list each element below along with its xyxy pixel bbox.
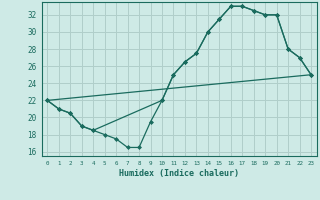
X-axis label: Humidex (Indice chaleur): Humidex (Indice chaleur)	[119, 169, 239, 178]
